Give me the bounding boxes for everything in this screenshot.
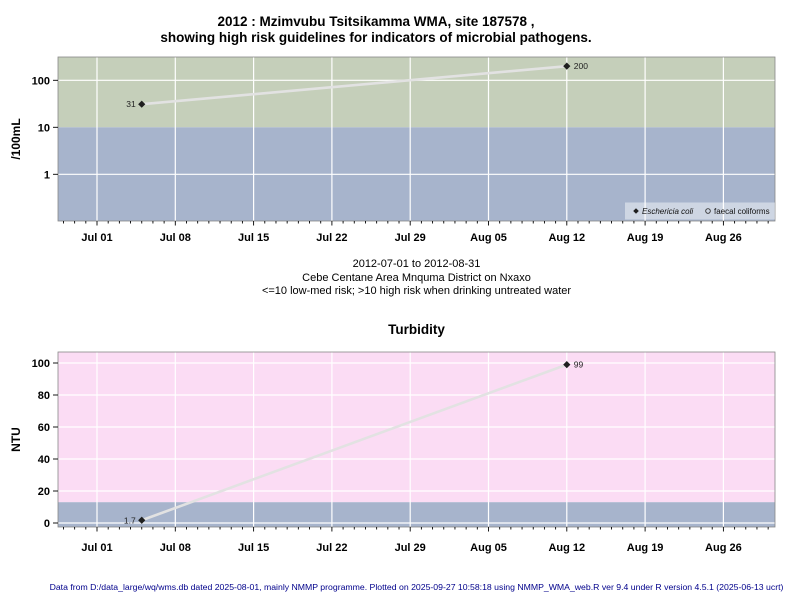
data-point-marker: [563, 361, 571, 369]
x-tick-label: Aug 19: [627, 232, 664, 244]
y-tick-label: 0: [44, 518, 50, 530]
legend-marker-filled-diamond-icon: [633, 208, 639, 214]
title-line-1: 2012 : Mzimvubu Tsitsikamma WMA, site 18…: [217, 14, 535, 29]
legend-label: Eschericia coli: [642, 207, 693, 216]
x-tick-label: Aug 05: [470, 542, 507, 554]
x-tick-label: Jul 22: [316, 232, 347, 244]
series-line: [141, 363, 568, 522]
plot-border: [57, 56, 776, 222]
risk-band-high-risk: [58, 57, 775, 128]
caption-risk-note: <=10 low-med risk; >10 high risk when dr…: [261, 285, 572, 297]
x-tick-label: Jul 22: [316, 542, 347, 554]
data-point-label: 99: [574, 360, 584, 370]
x-tick-label: Aug 05: [470, 232, 507, 244]
y-tick-label: 1: [44, 169, 50, 181]
plot-border: [57, 351, 776, 528]
data-point-label: 1.7: [124, 515, 136, 525]
y-tick-label: 100: [32, 75, 50, 87]
x-tick-label: Aug 12: [548, 232, 585, 244]
data-point-label: 200: [574, 61, 588, 71]
y-axis-title: NTU: [9, 427, 23, 452]
x-tick-label: Jul 08: [160, 232, 191, 244]
y-tick-label: 60: [38, 422, 50, 434]
chart-caption: 2012-07-01 to 2012-08-31 Cebe Centane Ar…: [33, 258, 800, 299]
y-tick-label: 40: [38, 454, 50, 466]
data-point-marker: [138, 516, 146, 524]
x-tick-label: Aug 26: [705, 542, 742, 554]
y-axis-title: /100mL: [9, 118, 23, 159]
legend-label: faecal coliforms: [714, 207, 770, 216]
y-tick-label: 100: [32, 358, 50, 370]
legend-marker-open-circle-icon: [705, 208, 711, 214]
data-point-label: 31: [126, 99, 136, 109]
x-tick-label: Jul 29: [395, 232, 426, 244]
y-tick-label: 10: [38, 122, 50, 134]
x-tick-label: Jul 15: [238, 232, 269, 244]
y-tick-label: 20: [38, 486, 50, 498]
page-title: 2012 : Mzimvubu Tsitsikamma WMA, site 18…: [0, 14, 776, 46]
data-point-marker: [563, 62, 571, 70]
title-line-2: showing high risk guidelines for indicat…: [160, 30, 592, 45]
caption-location: Cebe Centane Area Mnquma District on Nxa…: [302, 271, 531, 284]
x-tick-label: Jul 01: [81, 232, 112, 244]
x-tick-label: Aug 26: [705, 232, 742, 244]
caption-date-range: 2012-07-01 to 2012-08-31: [352, 258, 481, 270]
x-tick-label: Jul 08: [160, 542, 191, 554]
x-tick-label: Jul 01: [81, 542, 112, 554]
legend-box: [625, 202, 775, 220]
series-line: [141, 64, 567, 106]
y-tick-label: 80: [38, 390, 50, 402]
data-point-marker: [138, 100, 146, 108]
x-tick-label: Aug 12: [548, 542, 585, 554]
x-tick-label: Jul 29: [395, 542, 426, 554]
x-tick-label: Aug 19: [627, 542, 664, 554]
x-tick-label: Jul 15: [238, 542, 269, 554]
turbidity-chart-title: Turbidity: [388, 322, 445, 337]
footer-note: Data from D:/data_large/wq/wms.db dated …: [49, 582, 784, 592]
